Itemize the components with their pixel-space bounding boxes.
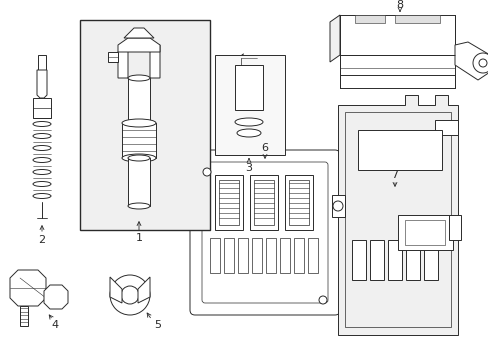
Text: 2: 2 — [39, 235, 45, 245]
Bar — [38, 55, 46, 70]
Ellipse shape — [33, 170, 51, 175]
Bar — [80, 20, 209, 230]
Bar — [394, 15, 439, 23]
Ellipse shape — [33, 194, 51, 198]
Text: 8: 8 — [396, 0, 403, 10]
Bar — [238, 238, 247, 273]
Bar — [285, 175, 312, 230]
Bar — [288, 180, 308, 225]
Bar — [128, 158, 150, 206]
Circle shape — [332, 201, 342, 211]
Bar — [354, 15, 384, 23]
Bar — [209, 238, 220, 273]
Text: 6: 6 — [261, 143, 268, 153]
Bar — [249, 175, 278, 230]
Bar — [215, 175, 243, 230]
Polygon shape — [110, 277, 122, 303]
Bar — [434, 120, 457, 135]
Ellipse shape — [128, 203, 150, 209]
Text: 7: 7 — [390, 170, 398, 180]
Bar — [128, 78, 150, 123]
Ellipse shape — [33, 145, 51, 150]
Bar — [293, 238, 304, 273]
Bar — [351, 240, 365, 280]
Bar — [265, 238, 275, 273]
Polygon shape — [118, 38, 160, 52]
Polygon shape — [329, 15, 339, 62]
Polygon shape — [150, 45, 160, 78]
Ellipse shape — [33, 158, 51, 162]
Circle shape — [121, 286, 139, 304]
Bar — [122, 123, 156, 158]
Bar — [224, 238, 234, 273]
Bar — [280, 238, 289, 273]
Circle shape — [110, 275, 150, 315]
Polygon shape — [339, 15, 454, 55]
Bar — [20, 306, 28, 326]
Bar — [369, 240, 383, 280]
Ellipse shape — [128, 155, 150, 161]
Polygon shape — [10, 270, 46, 306]
Ellipse shape — [235, 118, 263, 126]
Ellipse shape — [33, 181, 51, 186]
Circle shape — [478, 59, 486, 67]
Text: 1: 1 — [135, 233, 142, 243]
Bar — [423, 240, 437, 280]
Circle shape — [472, 53, 488, 73]
Bar — [253, 180, 273, 225]
Bar — [448, 215, 460, 240]
Bar — [405, 240, 419, 280]
Polygon shape — [108, 52, 118, 62]
Polygon shape — [124, 28, 154, 38]
Bar — [235, 65, 263, 110]
FancyBboxPatch shape — [190, 150, 339, 315]
Bar — [345, 112, 450, 327]
Polygon shape — [37, 70, 47, 98]
Polygon shape — [454, 42, 488, 80]
Text: 3: 3 — [245, 163, 252, 173]
Polygon shape — [118, 45, 128, 78]
Polygon shape — [33, 98, 51, 118]
Polygon shape — [138, 277, 150, 303]
Polygon shape — [339, 75, 454, 88]
Text: 5: 5 — [154, 320, 161, 330]
Bar — [219, 180, 239, 225]
Ellipse shape — [122, 154, 156, 162]
Ellipse shape — [128, 75, 150, 81]
Ellipse shape — [33, 122, 51, 126]
Bar — [397, 215, 452, 250]
Bar — [387, 240, 401, 280]
Ellipse shape — [122, 119, 156, 127]
Bar — [404, 220, 444, 245]
Bar — [215, 55, 285, 155]
Text: 4: 4 — [51, 320, 59, 330]
Bar — [357, 130, 441, 170]
Circle shape — [318, 296, 326, 304]
Polygon shape — [44, 285, 68, 309]
Bar — [331, 195, 345, 217]
Ellipse shape — [33, 134, 51, 139]
Circle shape — [203, 168, 210, 176]
Ellipse shape — [128, 120, 150, 126]
Polygon shape — [337, 95, 457, 335]
Ellipse shape — [237, 129, 261, 137]
Bar — [251, 238, 262, 273]
Bar — [307, 238, 317, 273]
